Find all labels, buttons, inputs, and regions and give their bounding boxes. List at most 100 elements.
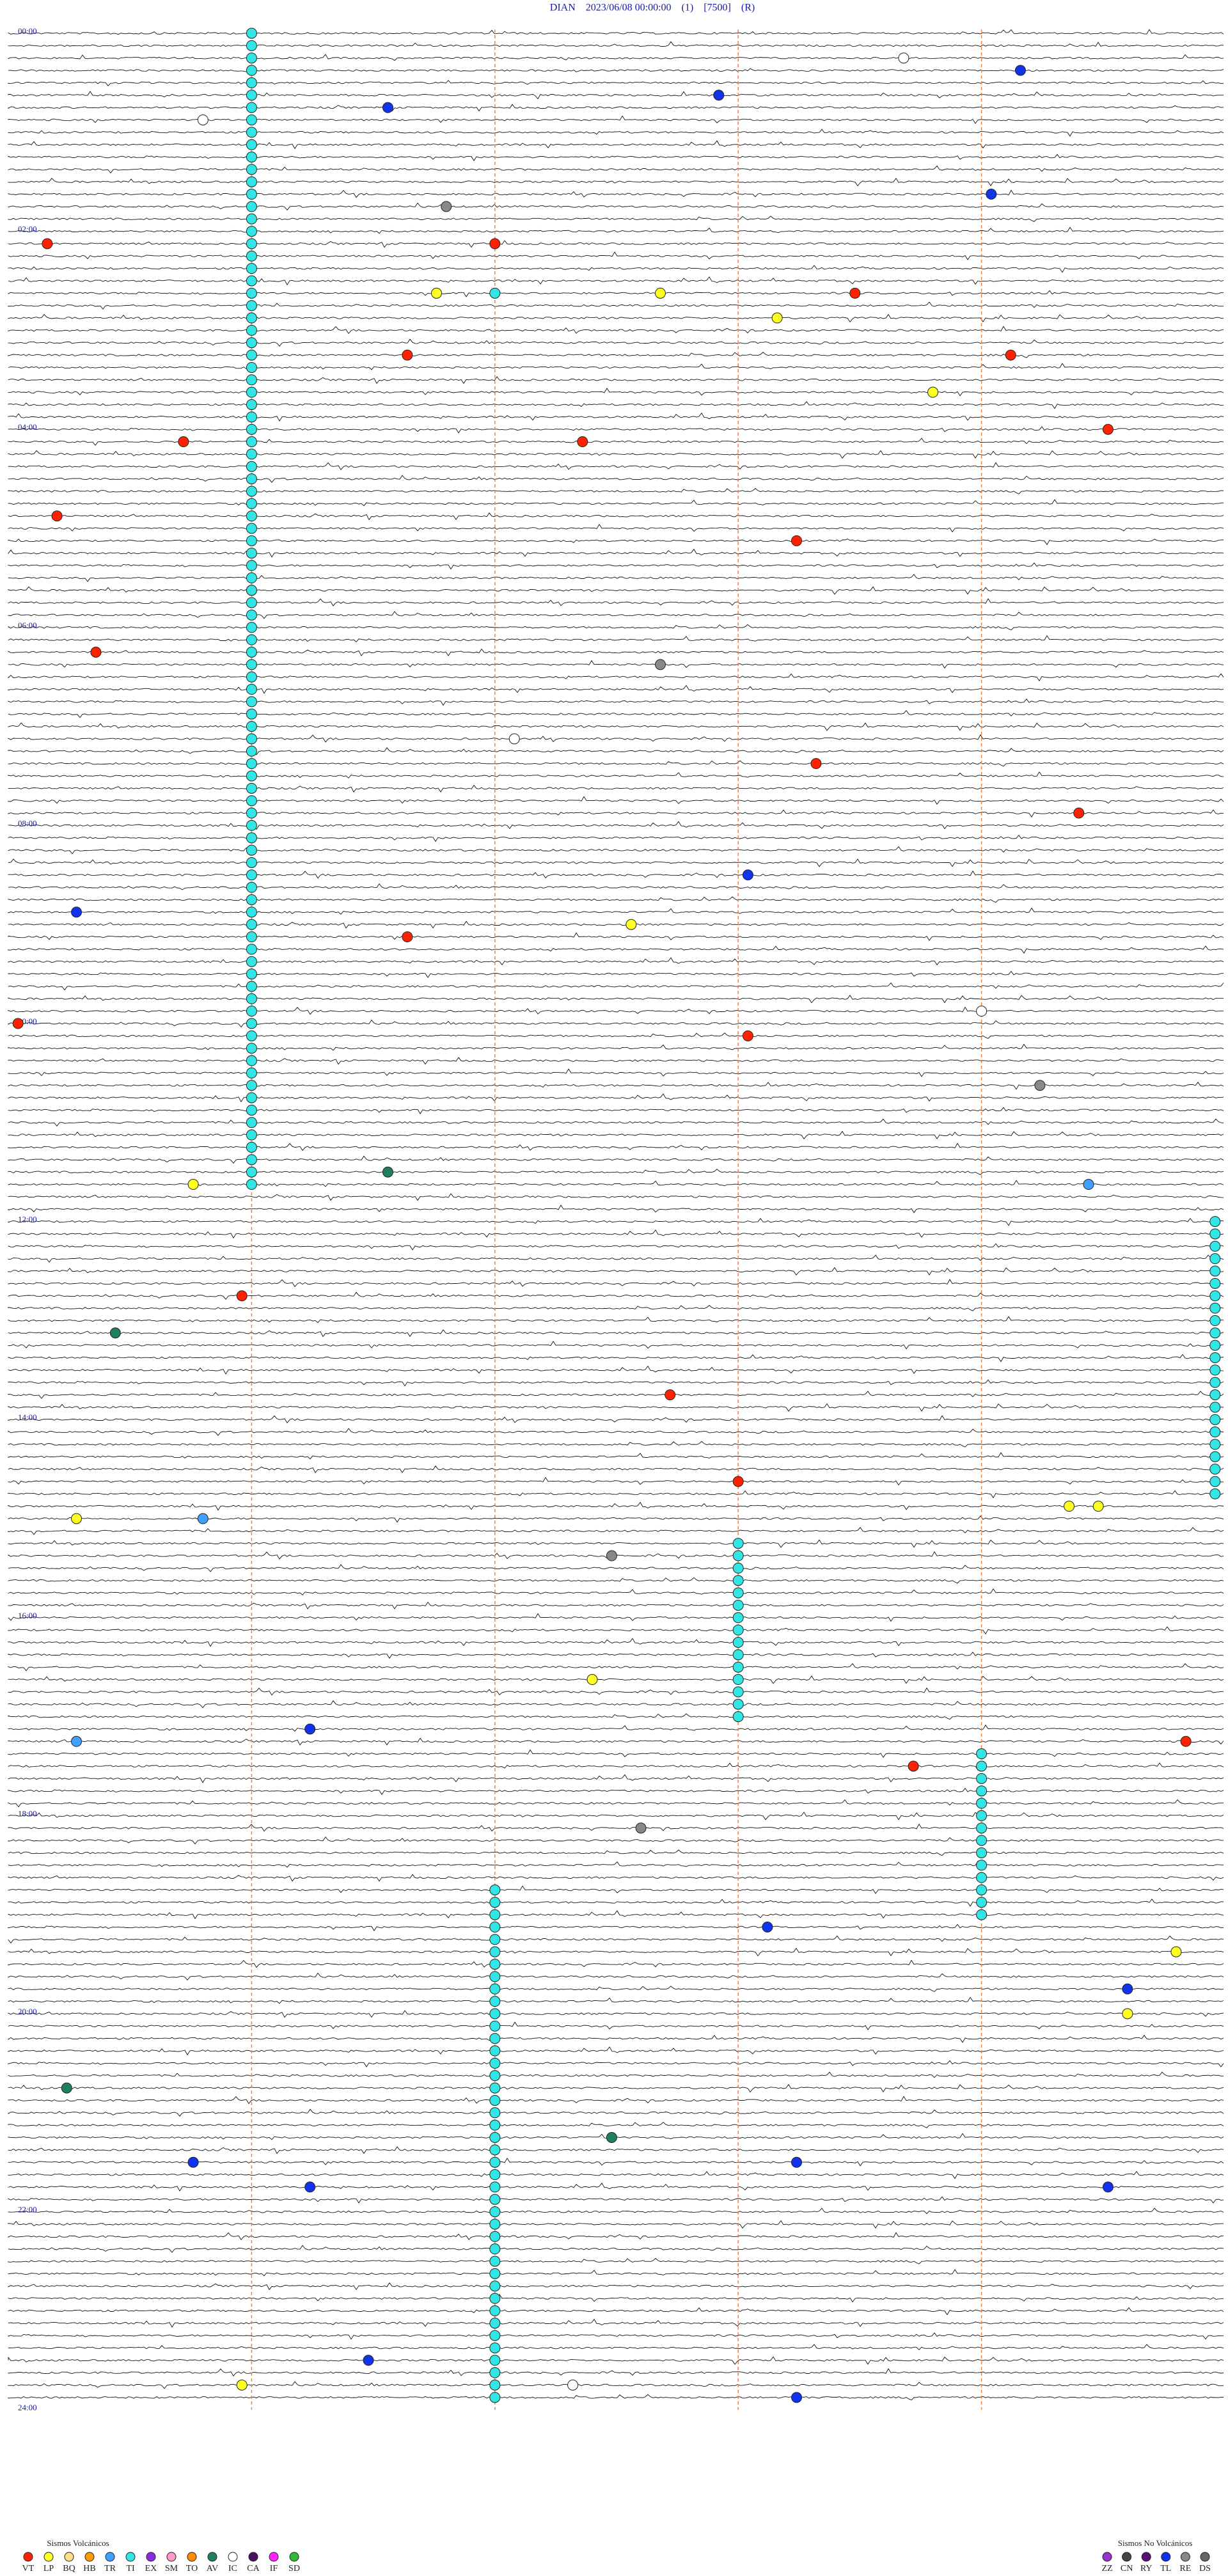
trace	[8, 1935, 1224, 1944]
event-marker	[246, 436, 257, 448]
traces: 00:0002:0004:0006:0008:0010:0012:0014:00…	[8, 26, 1224, 2412]
legend-label: RY	[1140, 2564, 1153, 2573]
event-marker	[1209, 1464, 1221, 1475]
trace	[8, 1254, 1224, 1263]
trace	[8, 1379, 1224, 1387]
event-marker	[976, 1822, 988, 1834]
event-marker	[489, 2132, 501, 2143]
trace	[8, 1874, 1224, 1882]
event-marker	[246, 523, 257, 534]
trace	[8, 2282, 1224, 2291]
legend-label: SM	[165, 2564, 178, 2573]
legend-label: IC	[228, 2564, 237, 2573]
event-marker	[246, 894, 257, 905]
trace	[8, 932, 1224, 941]
event-marker	[732, 1674, 744, 1686]
event-marker	[489, 2045, 501, 2057]
event-marker	[382, 1166, 393, 1178]
trace	[8, 982, 1224, 991]
event-marker	[732, 1562, 744, 1574]
trace	[8, 202, 1224, 211]
event-marker	[246, 832, 257, 844]
event-marker	[976, 1909, 988, 1920]
legend-label: TI	[126, 2564, 135, 2573]
event-marker	[246, 671, 257, 683]
event-marker	[246, 40, 257, 51]
event-marker	[489, 1909, 501, 1920]
event-marker	[61, 2082, 72, 2094]
event-marker	[246, 560, 257, 571]
trace	[8, 673, 1224, 682]
event-marker	[489, 2144, 501, 2156]
trace	[8, 734, 1224, 743]
trace	[8, 499, 1224, 507]
event-marker	[489, 2367, 501, 2378]
event-marker	[489, 2330, 501, 2341]
event-marker	[1102, 423, 1114, 435]
trace	[8, 512, 1224, 521]
event-marker	[489, 1922, 501, 1933]
hour-label: 16:00	[18, 1611, 37, 1620]
event-marks	[12, 28, 1221, 2403]
trace	[8, 2394, 1224, 2401]
event-marker	[246, 1104, 257, 1116]
hour-label: 02:00	[18, 225, 37, 234]
event-marker	[1209, 1315, 1221, 1326]
event-marker	[732, 1637, 744, 1648]
event-marker	[976, 1897, 988, 1908]
event-marker	[908, 1760, 919, 1772]
event-marker	[246, 386, 257, 398]
trace	[8, 68, 1224, 72]
event-marker	[363, 2355, 374, 2366]
trace	[8, 2294, 1224, 2303]
legend-label: RE	[1179, 2564, 1191, 2573]
trace	[8, 747, 1224, 755]
event-marker	[246, 535, 257, 546]
event-marker	[898, 52, 909, 64]
trace	[8, 846, 1224, 855]
event-marker	[1209, 1377, 1221, 1388]
trace	[8, 1799, 1224, 1808]
event-marker	[489, 287, 501, 299]
trace	[8, 1205, 1224, 1213]
event-marker	[976, 1006, 988, 1017]
trace	[8, 624, 1224, 631]
trace	[8, 2096, 1224, 2105]
legend-label: TL	[1160, 2564, 1171, 2573]
legend-label: TR	[104, 2564, 116, 2573]
trace	[8, 388, 1224, 397]
event-marker	[246, 28, 257, 39]
event-marker	[304, 2181, 316, 2193]
event-marker	[246, 263, 257, 274]
event-marker	[1034, 1080, 1046, 1091]
event-marker	[489, 1946, 501, 1957]
trace	[8, 178, 1224, 187]
trace	[8, 276, 1224, 286]
trace	[8, 1267, 1224, 1276]
trace	[8, 2356, 1224, 2365]
legend-label: VT	[22, 2564, 35, 2573]
event-marker	[246, 597, 257, 608]
legend-swatch	[1141, 2552, 1151, 2562]
event-marker	[246, 782, 257, 794]
event-marker	[246, 201, 257, 212]
event-marker	[109, 1327, 121, 1339]
event-marker	[246, 548, 257, 559]
legend-label: CA	[247, 2564, 260, 2573]
event-marker	[635, 1822, 647, 1834]
event-marker	[246, 90, 257, 101]
trace	[8, 1305, 1224, 1311]
event-marker	[246, 956, 257, 967]
event-marker	[1209, 1253, 1221, 1265]
event-marker	[246, 708, 257, 720]
event-marker	[791, 535, 802, 546]
event-marker	[791, 2156, 802, 2168]
event-marker	[246, 609, 257, 620]
event-marker	[489, 1959, 501, 1970]
event-marker	[246, 745, 257, 757]
trace	[8, 189, 1224, 198]
trace	[8, 165, 1224, 174]
event-marker	[246, 857, 257, 868]
legend-swatch	[105, 2552, 115, 2562]
